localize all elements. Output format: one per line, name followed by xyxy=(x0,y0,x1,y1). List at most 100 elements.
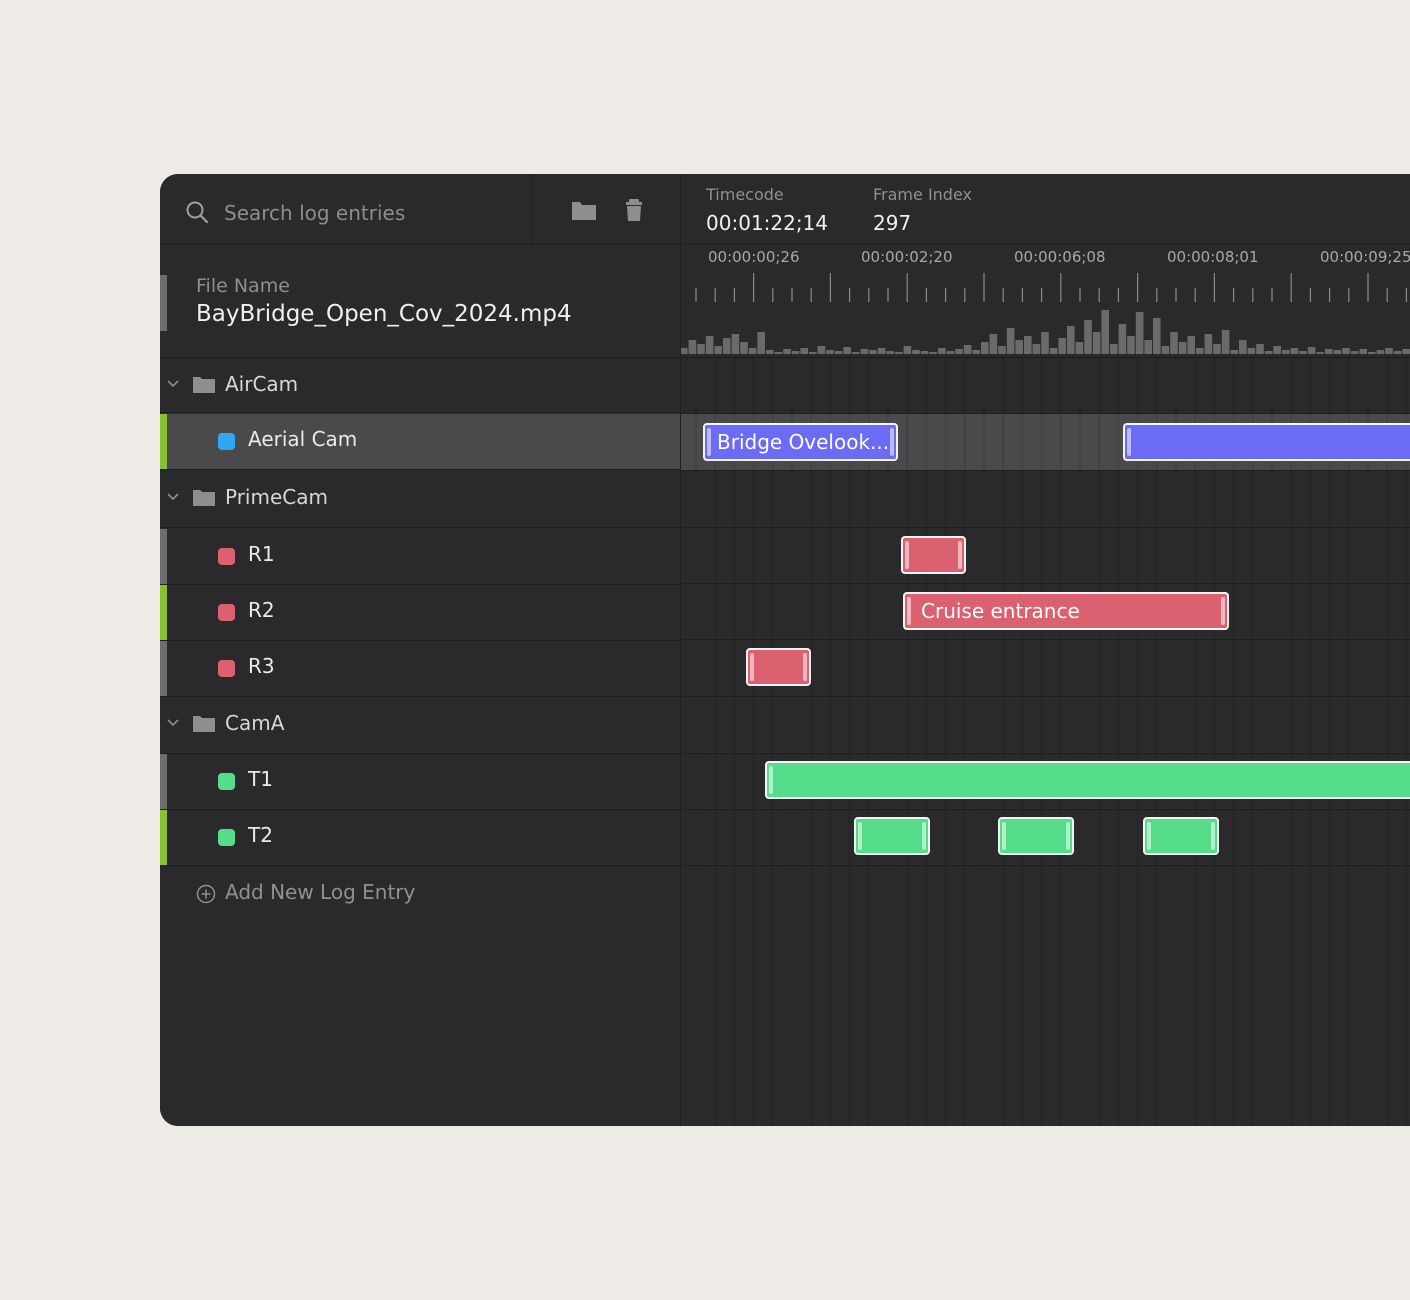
waveform-bar xyxy=(1041,332,1049,354)
add-log-entry-label: Add New Log Entry xyxy=(225,880,416,904)
search-input[interactable] xyxy=(222,194,526,232)
waveform-bar xyxy=(1110,344,1118,354)
trash-icon[interactable] xyxy=(621,198,647,222)
chevron-down-icon[interactable] xyxy=(166,716,180,730)
ruler-label: 00:00:06;08 xyxy=(1014,248,1106,266)
clip-t2-1[interactable] xyxy=(854,817,930,855)
waveform-bar xyxy=(1118,324,1127,354)
track-marker xyxy=(160,810,167,865)
waveform-bar xyxy=(972,350,980,354)
waveform-bar xyxy=(1316,352,1324,354)
timeline-row-t2[interactable] xyxy=(681,810,1410,866)
waveform-bar xyxy=(731,334,740,354)
timeline-row-group xyxy=(681,358,1410,414)
waveform-bar xyxy=(774,352,783,354)
chevron-down-icon[interactable] xyxy=(166,490,180,504)
file-info: File Name BayBridge_Open_Cov_2024.mp4 xyxy=(160,245,680,358)
track-label: T2 xyxy=(248,823,273,847)
chevron-down-icon[interactable] xyxy=(166,377,180,391)
file-name-label: File Name xyxy=(196,275,290,297)
waveform-bar xyxy=(1127,336,1135,354)
waveform-bar xyxy=(1032,344,1041,354)
waveform-bar xyxy=(1368,352,1376,354)
waveform-bar xyxy=(1144,340,1152,354)
waveform-bar xyxy=(1273,346,1281,354)
waveform-bar xyxy=(1402,349,1410,354)
clip-r3[interactable] xyxy=(746,648,811,686)
group-primecam[interactable]: PrimeCam xyxy=(160,471,680,528)
waveform-bar xyxy=(1282,350,1290,354)
waveform-bar xyxy=(1385,348,1393,354)
waveform-bar xyxy=(1325,349,1333,354)
frame-index-value: 297 xyxy=(873,211,912,235)
waveform-bar xyxy=(1135,312,1144,354)
timeline-row-r3[interactable] xyxy=(681,640,1410,697)
track-r1[interactable]: R1 xyxy=(160,529,680,585)
waveform-bar xyxy=(1161,346,1170,354)
timecode-header: Timecode 00:01:22;14 Frame Index 297 xyxy=(681,174,1410,245)
timeline-row-r2[interactable] xyxy=(681,584,1410,640)
waveform-bar xyxy=(1239,340,1247,354)
waveform-bar xyxy=(1264,351,1273,354)
waveform-bar xyxy=(723,338,731,354)
waveform-bar xyxy=(1084,320,1092,354)
clip-r1[interactable] xyxy=(901,536,966,574)
waveform-bar xyxy=(740,342,748,354)
track-marker xyxy=(160,529,167,584)
track-marker xyxy=(160,585,167,640)
waveform-bar xyxy=(714,346,722,354)
track-marker xyxy=(160,414,167,469)
waveform-bar xyxy=(1170,332,1178,354)
ruler-label: 00:00:08;01 xyxy=(1167,248,1259,266)
waveform-bar xyxy=(1204,334,1213,354)
track-t2[interactable]: T2 xyxy=(160,810,680,866)
waveform-bar xyxy=(877,348,886,354)
waveform-bar xyxy=(1290,348,1299,354)
waveform-bar xyxy=(1049,348,1058,354)
track-label: T1 xyxy=(248,767,273,791)
timeline-row-r1[interactable] xyxy=(681,528,1410,584)
file-marker xyxy=(160,275,167,331)
timeline-row-t1[interactable] xyxy=(681,754,1410,810)
group-label: AirCam xyxy=(225,372,299,396)
group-label: CamA xyxy=(225,711,285,735)
clip-t2-2[interactable] xyxy=(998,817,1074,855)
clip-cruise-entrance[interactable]: Cruise entrance xyxy=(903,592,1229,630)
folder-icon xyxy=(193,377,215,393)
timecode-value: 00:01:22;14 xyxy=(706,211,829,235)
log-sidebar: File Name BayBridge_Open_Cov_2024.mp4 Ai… xyxy=(160,174,680,1126)
waveform-bar xyxy=(869,350,877,354)
waveform-bar xyxy=(1101,310,1109,354)
frame-index-label: Frame Index xyxy=(873,185,972,204)
track-marker xyxy=(160,754,167,809)
clip-t2-3[interactable] xyxy=(1143,817,1219,855)
waveform-bar xyxy=(912,350,920,354)
waveform-bar xyxy=(920,351,929,354)
track-t1[interactable]: T1 xyxy=(160,754,680,810)
timeline-ruler[interactable]: 00:00:00;26 00:00:02;20 00:00:06;08 00:0… xyxy=(681,245,1410,358)
track-color-swatch xyxy=(218,829,235,846)
folder-icon xyxy=(193,716,215,732)
clip-t1[interactable] xyxy=(765,761,1410,799)
track-aerial-cam[interactable]: Aerial Cam xyxy=(160,414,680,470)
track-color-swatch xyxy=(218,604,235,621)
group-cama[interactable]: CamA xyxy=(160,697,680,754)
waveform-bar xyxy=(938,348,946,354)
clip-aerial-2[interactable] xyxy=(1123,423,1410,461)
waveform-bar xyxy=(757,332,765,354)
timecode-label: Timecode xyxy=(706,185,784,204)
group-aircam[interactable]: AirCam xyxy=(160,358,680,413)
folder-icon[interactable] xyxy=(571,198,597,222)
track-r3[interactable]: R3 xyxy=(160,641,680,697)
timeline-tracks: Bridge Ovelook... Cruise entrance xyxy=(681,358,1410,1126)
track-r2[interactable]: R2 xyxy=(160,585,680,641)
ruler-label: 00:00:09;25 xyxy=(1320,248,1410,266)
waveform-bar xyxy=(998,346,1006,354)
waveform-bar xyxy=(791,351,800,354)
waveform-bar xyxy=(809,352,817,354)
waveform-bar xyxy=(1333,350,1342,354)
track-label: R1 xyxy=(248,542,275,566)
waveform-bar xyxy=(1187,336,1195,354)
waveform-bar xyxy=(1221,330,1230,354)
clip-bridge-overlook[interactable]: Bridge Ovelook... xyxy=(703,423,898,461)
